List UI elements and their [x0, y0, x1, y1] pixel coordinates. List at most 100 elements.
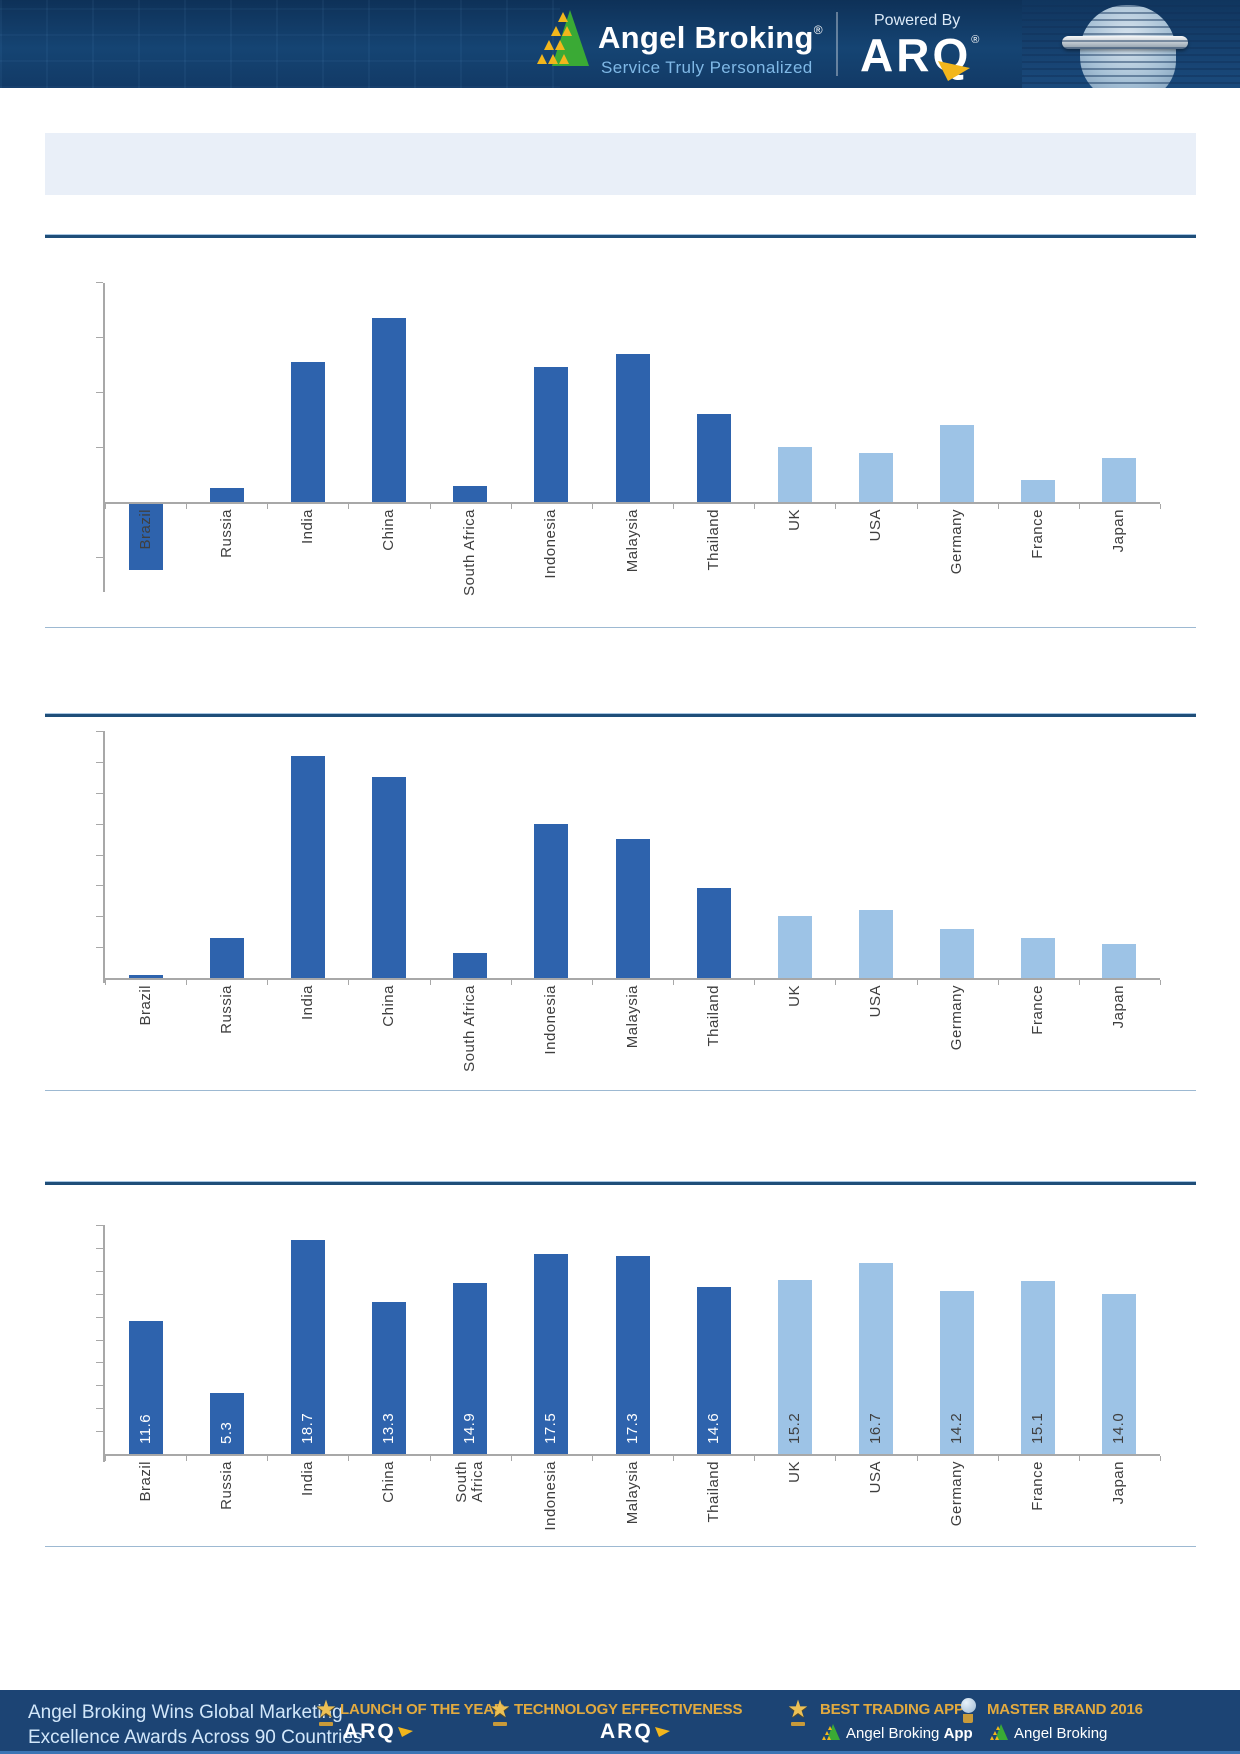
x-label-china: China	[380, 509, 398, 551]
award-title: TECHNOLOGY EFFECTIVENESS	[514, 1701, 743, 1718]
brand-text: Angel Broking	[598, 20, 814, 55]
value-label: 5.3	[217, 1421, 235, 1444]
x-axis-tick	[105, 504, 106, 509]
globe-stand	[963, 1714, 973, 1723]
x-axis-tick	[916, 1456, 918, 1461]
y-axis-tick	[96, 1362, 103, 1364]
visor	[1062, 36, 1188, 49]
x-label-indonesia: Indonesia	[542, 985, 560, 1055]
title-banner	[45, 133, 1196, 195]
x-label-china: China	[380, 1461, 398, 1503]
value-label: 14.6	[704, 1412, 722, 1444]
x-axis-tick	[754, 1456, 756, 1461]
x-label-usa: USA	[866, 1461, 884, 1494]
bar-france	[1021, 1281, 1056, 1454]
y-axis-tick	[96, 337, 103, 338]
bar-malaysia	[615, 353, 650, 502]
y-axis-tick	[96, 1431, 103, 1433]
y-axis-tick	[96, 1385, 103, 1387]
y-axis-tick	[96, 1339, 103, 1341]
bar-usa	[858, 910, 893, 978]
arq-lightning-bolt-icon	[938, 61, 970, 81]
x-label-india: India	[298, 1461, 316, 1497]
x-axis-tick	[267, 504, 269, 509]
trophy-star-glyph: ★	[315, 1696, 337, 1723]
x-label-thailand: Thailand	[704, 509, 722, 571]
bar-indonesia	[534, 823, 569, 978]
award-title: MASTER BRAND 2016	[987, 1701, 1143, 1718]
x-axis-tick	[591, 1456, 593, 1461]
x-axis-tick	[754, 980, 756, 985]
award-arq-bolt-icon	[653, 1720, 671, 1743]
value-label: 11.6	[136, 1413, 154, 1444]
hologram-streaks	[1022, 0, 1240, 88]
bar-india	[290, 1239, 325, 1454]
x-axis-tick	[997, 504, 999, 509]
bar-france	[1021, 937, 1056, 978]
section3-top-rule	[45, 1181, 1196, 1185]
x-axis-tick	[510, 504, 512, 509]
y-axis-tick	[96, 916, 103, 918]
y-axis-tick	[96, 392, 103, 393]
x-label-france: France	[1029, 1461, 1047, 1511]
bar-china	[372, 777, 407, 978]
bar-indonesia	[534, 1253, 569, 1454]
value-label: 15.2	[785, 1412, 803, 1444]
x-axis	[103, 978, 1160, 980]
x-axis-tick	[916, 980, 918, 985]
trophy-star-icon: ★	[313, 1698, 339, 1726]
x-label-malaysia: Malaysia	[623, 1461, 641, 1525]
bar-malaysia	[615, 1255, 650, 1454]
x-label-brazil: Brazil	[136, 985, 154, 1026]
bar-south-africa	[453, 953, 488, 978]
x-axis-tick	[429, 504, 431, 509]
value-label: 15.1	[1029, 1412, 1047, 1444]
y-axis-tick	[96, 447, 103, 448]
bar-russia	[209, 937, 244, 978]
y-axis-tick	[96, 282, 103, 283]
award-title: BEST TRADING APP	[820, 1701, 964, 1718]
x-label-germany: Germany	[948, 1461, 966, 1527]
x-label-malaysia: Malaysia	[623, 985, 641, 1049]
arq-registered-mark: ®	[971, 34, 980, 46]
bar-russia	[209, 488, 244, 502]
x-label-russia: Russia	[217, 1461, 235, 1510]
angel-broking-logo-icon	[537, 10, 589, 66]
bar-japan	[1102, 944, 1137, 978]
x-axis-tick	[1078, 504, 1080, 509]
x-label-indonesia: Indonesia	[542, 1461, 560, 1531]
x-axis-tick	[835, 504, 837, 509]
section1-bottom-rule	[45, 627, 1196, 628]
x-axis-tick	[105, 980, 106, 985]
angel-broking-mini-logo-icon	[822, 1724, 840, 1740]
bar-indonesia	[534, 367, 569, 502]
value-label: 18.7	[298, 1412, 316, 1444]
x-axis-tick	[673, 504, 675, 509]
x-label-france: France	[1029, 985, 1047, 1035]
bar-france	[1021, 480, 1056, 502]
x-label-germany: Germany	[948, 985, 966, 1051]
x-axis-tick	[1160, 1456, 1161, 1461]
y-axis-tick	[96, 1225, 103, 1226]
x-label-india: India	[298, 985, 316, 1021]
x-axis-tick	[510, 980, 512, 985]
x-axis-tick	[510, 1456, 512, 1461]
bar-india	[290, 361, 325, 502]
x-label-japan: Japan	[1110, 985, 1128, 1029]
footer-awards-text-line1: Angel Broking Wins Global Marketing	[28, 1702, 343, 1723]
award-brand-line: Angel Broking App	[822, 1724, 973, 1742]
bar-germany	[940, 928, 975, 978]
x-axis-tick	[916, 504, 918, 509]
bar-japan	[1102, 458, 1137, 502]
x-axis-tick	[754, 504, 756, 509]
y-axis-tick	[96, 1247, 103, 1249]
brand-registered-mark: ®	[813, 23, 823, 37]
x-axis	[103, 502, 1160, 504]
bar-china	[372, 317, 407, 502]
x-label-usa: USA	[866, 509, 884, 542]
bar-russia	[209, 1393, 244, 1454]
x-label-south-africa: South	[453, 1461, 471, 1503]
angel-broking-mini-logo-icon	[990, 1724, 1008, 1740]
x-label-india: India	[298, 509, 316, 545]
x-axis-tick	[591, 504, 593, 509]
